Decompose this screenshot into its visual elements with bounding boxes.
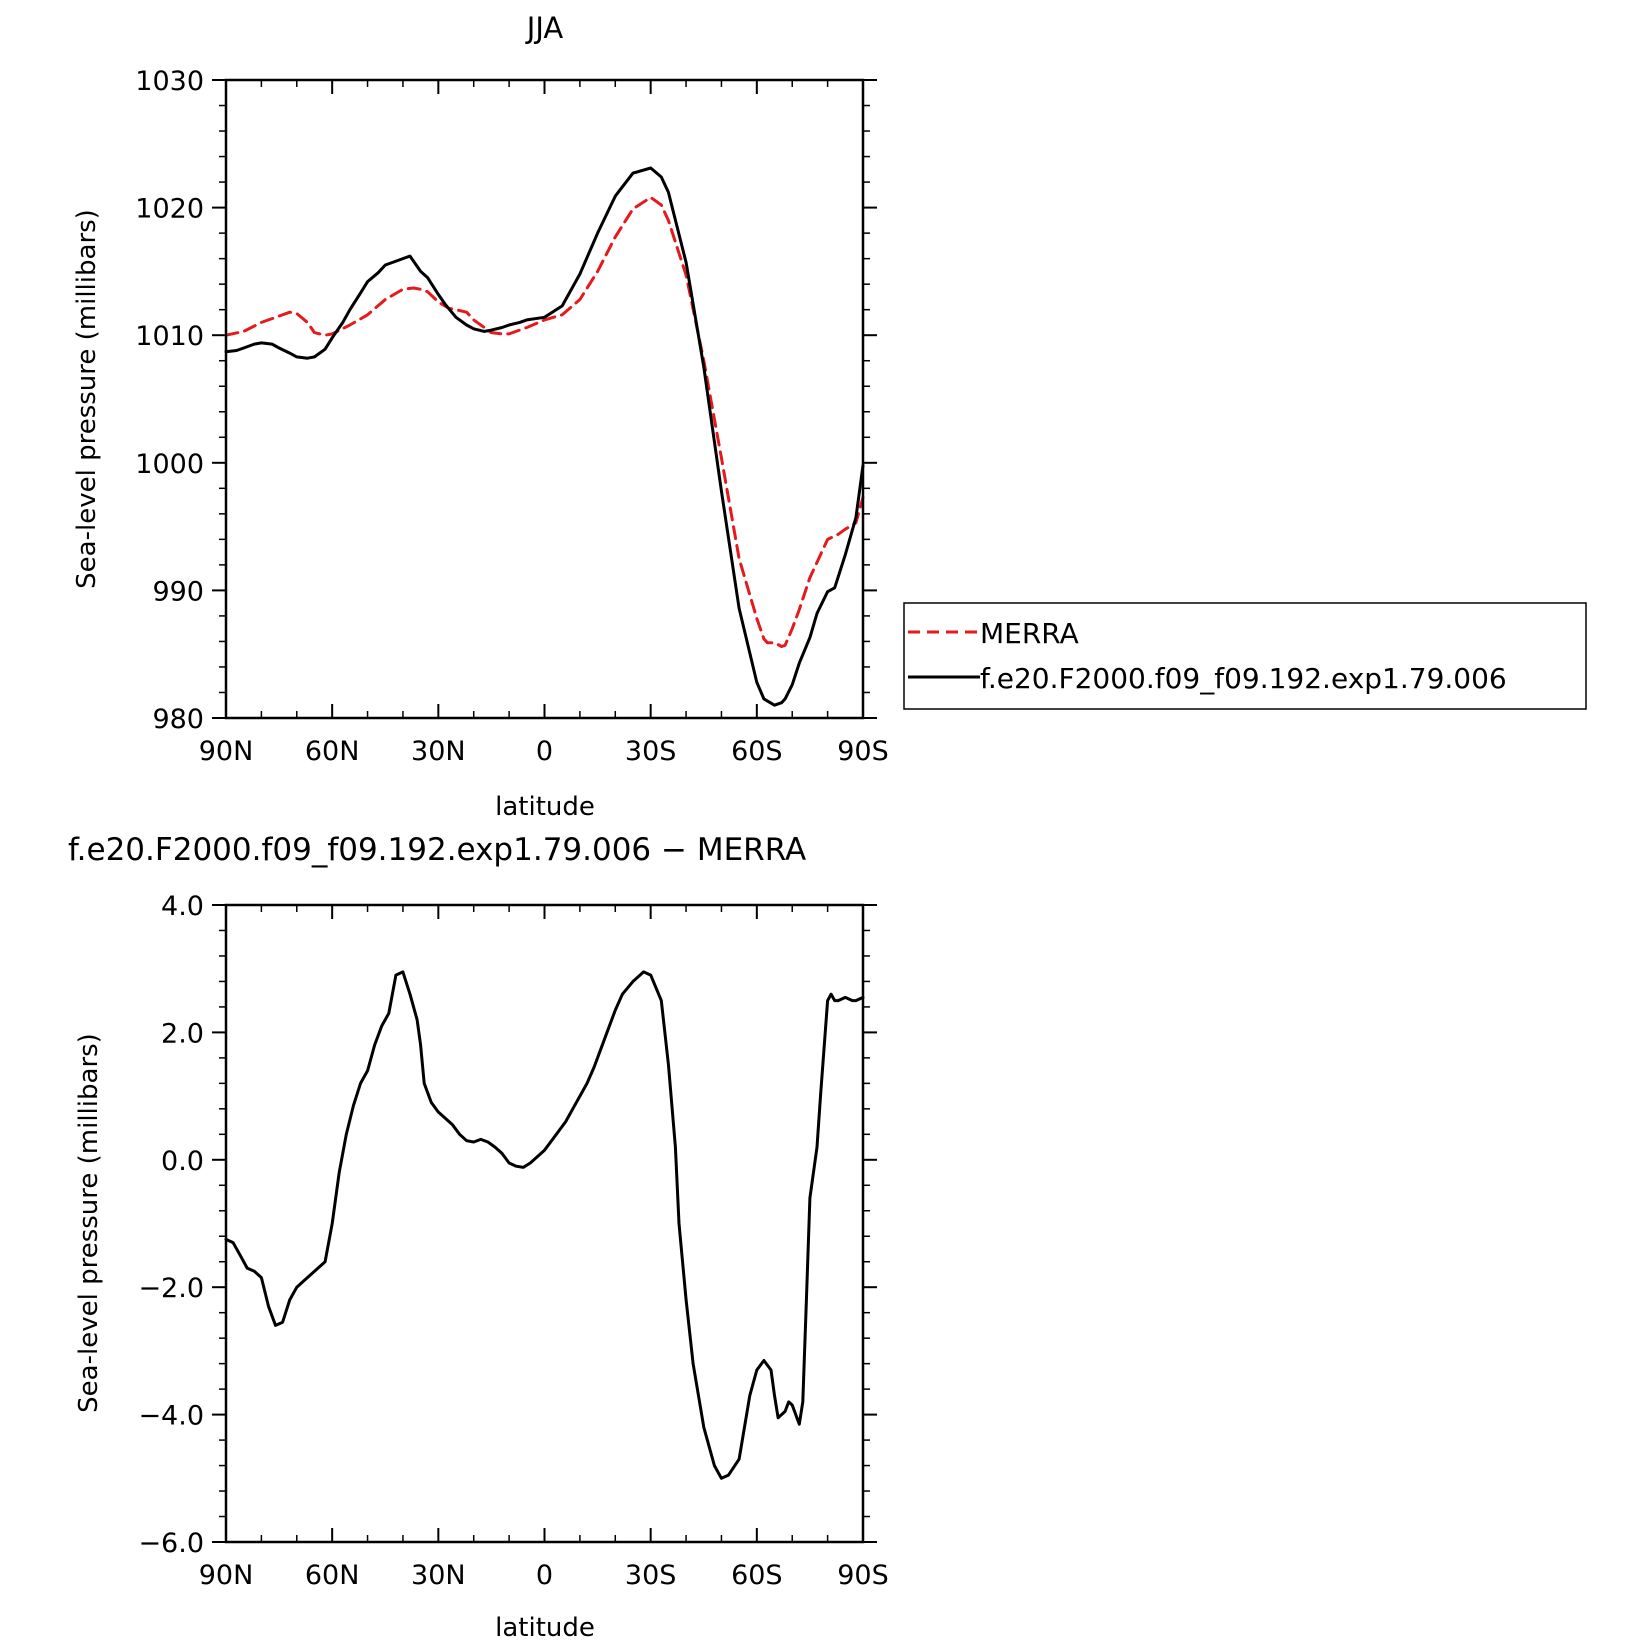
bottom-panel-y-tick-label: 2.0 bbox=[161, 1018, 204, 1049]
top-panel-ticks: 90N 60N 30N 0 30S 60S 90S 980 990 1000 1010 1020 103… bbox=[135, 66, 888, 767]
bottom-panel-y-tick-label: −2.0 bbox=[138, 1273, 204, 1304]
top-panel-y-tick-label: 1000 bbox=[135, 449, 204, 480]
top-panel: JJA 90N 60N 30N 0 30S 60S 90S 980 990 1000 1010 102… bbox=[72, 11, 889, 822]
top-panel-y-tick-label: 1010 bbox=[135, 321, 204, 352]
bottom-panel-x-tick-label: 30N bbox=[411, 1560, 466, 1591]
top-panel-x-tick-label: 30S bbox=[625, 736, 677, 767]
top-panel-x-tick-label: 30N bbox=[411, 736, 466, 767]
legend-box bbox=[903, 602, 1587, 710]
top-panel-y-tick-label: 1020 bbox=[135, 194, 204, 225]
bottom-panel-title: f.e20.F2000.f09_f09.192.exp1.79.006 − ME… bbox=[68, 832, 806, 868]
top-panel-series-line-model bbox=[224, 166, 865, 707]
bottom-panel-plot-frame bbox=[224, 903, 865, 1544]
bottom-panel-y-tick-label: 4.0 bbox=[161, 891, 204, 922]
bottom-panel-series bbox=[224, 970, 865, 1480]
bottom-panel-x-tick-label: 30S bbox=[625, 1560, 677, 1591]
top-panel-series bbox=[224, 166, 865, 707]
bottom-panel-x-tick-label: 0 bbox=[536, 1560, 553, 1591]
top-panel-x-tick-label: 90S bbox=[837, 736, 889, 767]
bottom-panel-x-tick-label: 90S bbox=[837, 1560, 889, 1591]
bottom-panel-x-tick-label: 60N bbox=[305, 1560, 360, 1591]
top-panel-x-tick-label: 60N bbox=[305, 736, 360, 767]
bottom-panel-y-tick-label: −6.0 bbox=[138, 1528, 204, 1559]
top-panel-y-axis-label: Sea-level pressure (millibars) bbox=[72, 209, 102, 589]
top-panel-x-tick-label: 60S bbox=[731, 736, 783, 767]
top-panel-y-tick-label: 980 bbox=[152, 704, 204, 735]
bottom-panel-y-tick-label: −4.0 bbox=[138, 1401, 204, 1432]
top-panel-plot-frame bbox=[224, 78, 865, 720]
legend-label-model: f.e20.F2000.f09_f09.192.exp1.79.006 bbox=[980, 662, 1507, 695]
top-panel-x-tick-label: 90N bbox=[199, 736, 254, 767]
bottom-panel-x-tick-label: 60S bbox=[731, 1560, 783, 1591]
bottom-panel-y-tick-label: 0.0 bbox=[161, 1146, 204, 1177]
top-panel-x-tick-label: 0 bbox=[536, 736, 553, 767]
bottom-panel-x-axis-label: latitude bbox=[495, 1613, 595, 1641]
bottom-panel-series-line-model bbox=[224, 970, 865, 1480]
legend-label-merra: MERRA bbox=[980, 617, 1079, 650]
top-panel-y-tick-label: 1030 bbox=[135, 66, 204, 97]
bottom-panel-y-axis-label: Sea-level pressure (millibars) bbox=[74, 1033, 104, 1413]
top-panel-y-tick-label: 990 bbox=[152, 576, 204, 607]
bottom-panel: f.e20.F2000.f09_f09.192.exp1.79.006 − ME… bbox=[68, 832, 889, 1641]
bottom-panel-ticks: 90N 60N 30N 0 30S 60S 90S −6.0 −4.0 −2.0 0.0 2.0 4.0 bbox=[138, 891, 888, 1591]
top-panel-x-axis-label: latitude bbox=[495, 792, 595, 822]
top-panel-title: JJA bbox=[525, 11, 564, 45]
legend: MERRA f.e20.F2000.f09_f09.192.exp1.79.00… bbox=[903, 602, 1587, 710]
top-panel-series-line-merra bbox=[224, 195, 865, 648]
bottom-panel-x-tick-label: 90N bbox=[199, 1560, 254, 1591]
